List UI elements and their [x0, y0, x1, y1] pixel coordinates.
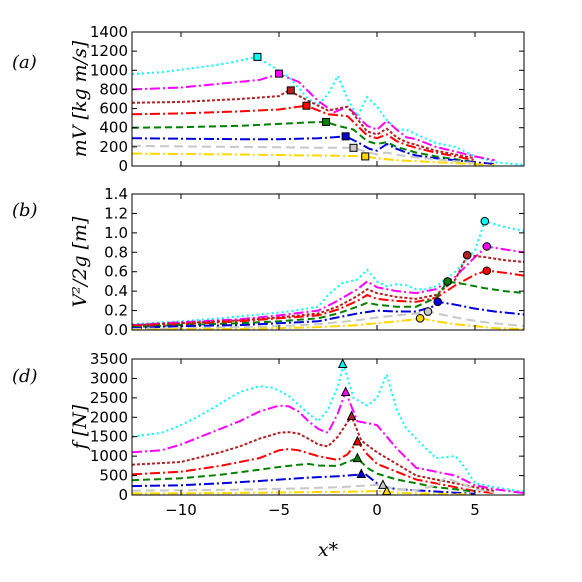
ytick-label: 3500 — [90, 350, 128, 368]
peak-marker-4 — [322, 117, 331, 126]
peak-marker-7 — [361, 152, 370, 161]
peak-marker-4 — [352, 452, 363, 463]
peak-marker-5 — [341, 132, 350, 141]
peak-marker-6 — [349, 143, 358, 152]
series-line-7 — [132, 490, 476, 495]
series-line-6 — [132, 144, 476, 165]
panel-1: 0.00.2 0.40.6 0.81.0 1.21.4 (b) V²/2g [m] — [12, 185, 525, 339]
plot-frame — [131, 193, 525, 331]
series-group — [132, 361, 524, 495]
peak-marker-1 — [482, 242, 492, 251]
series-line-6 — [132, 476, 495, 494]
peak-marker-3 — [482, 266, 492, 276]
ytick-label: 2000 — [90, 408, 128, 426]
peak-marker-1 — [340, 386, 351, 397]
peak-marker-0 — [253, 52, 262, 61]
series-line-6 — [132, 310, 524, 330]
series-line-2 — [132, 413, 495, 493]
ytick-label: 3000 — [90, 369, 128, 387]
series-line-3 — [132, 439, 495, 495]
ytick-label: 0.8 — [104, 243, 128, 261]
ytick-label: 400 — [99, 119, 128, 137]
series-line-4 — [132, 280, 524, 329]
ytick-label: 600 — [99, 100, 128, 118]
x-axis-label: x* — [318, 539, 339, 561]
ytick-label: 500 — [99, 467, 128, 485]
peak-marker-2 — [346, 410, 357, 421]
ytick-label: 800 — [99, 80, 128, 98]
ytick-label: 0.2 — [104, 302, 128, 320]
ytick-label: 1400 — [90, 23, 128, 41]
ytick-label: 2500 — [90, 389, 128, 407]
ytick-label: 1.0 — [104, 224, 128, 242]
y-axis-label: V²/2g [m] — [69, 216, 91, 307]
xtick-label: −10 — [165, 501, 197, 519]
series-line-0 — [132, 361, 524, 493]
xtick-label: −5 — [268, 501, 290, 519]
peak-marker-7 — [415, 314, 425, 323]
peak-marker-0 — [480, 216, 490, 226]
series-line-2 — [132, 89, 476, 160]
series-line-1 — [132, 73, 495, 162]
panel-label: (d) — [12, 366, 38, 387]
ytick-label: 1000 — [90, 447, 128, 465]
series-line-4 — [132, 120, 476, 164]
series-line-5 — [132, 300, 524, 330]
series-group — [132, 55, 524, 166]
series-line-3 — [132, 269, 524, 328]
ytick-label: 1.4 — [104, 185, 128, 203]
xtick-label: 5 — [470, 501, 480, 519]
ytick-label: 1000 — [90, 61, 128, 79]
ytick-label: 1500 — [90, 428, 128, 446]
ytick-label: 1200 — [90, 42, 128, 60]
peak-marker-2 — [286, 86, 295, 95]
y-axis-label: f [N] — [69, 404, 91, 451]
panel-label: (b) — [12, 200, 38, 221]
plot-frame — [131, 358, 525, 496]
peak-marker-3 — [302, 101, 311, 110]
series-line-1 — [132, 245, 524, 327]
series-line-3 — [132, 104, 476, 162]
peak-marker-5 — [433, 297, 443, 307]
ytick-label: 200 — [99, 138, 128, 156]
peak-marker-6 — [378, 479, 388, 489]
peak-marker-3 — [352, 435, 363, 446]
series-line-0 — [132, 55, 524, 166]
ytick-label: 0.6 — [104, 263, 128, 281]
ytick-label: 0 — [118, 157, 128, 175]
xtick-label: 0 — [372, 501, 382, 519]
plot-frame — [131, 31, 525, 167]
ytick-label: 1.2 — [104, 204, 128, 222]
peak-marker-4 — [443, 277, 452, 286]
panel-label: (a) — [12, 52, 37, 73]
series-line-2 — [132, 254, 524, 327]
ytick-label: 0.0 — [104, 321, 128, 339]
series-line-0 — [132, 219, 524, 326]
series-line-7 — [132, 317, 524, 330]
peak-marker-1 — [275, 69, 283, 78]
peak-marker-5 — [356, 468, 367, 479]
peak-marker-0 — [337, 358, 348, 369]
series-line-1 — [132, 389, 524, 495]
series-group — [132, 219, 524, 330]
series-line-4 — [132, 456, 476, 493]
peak-marker-2 — [462, 250, 472, 260]
y-axis-label: mV [kg m/s] — [69, 40, 91, 157]
ytick-label: 0 — [118, 486, 128, 504]
ytick-label: 0.4 — [104, 282, 128, 300]
peak-marker-6 — [423, 307, 433, 316]
